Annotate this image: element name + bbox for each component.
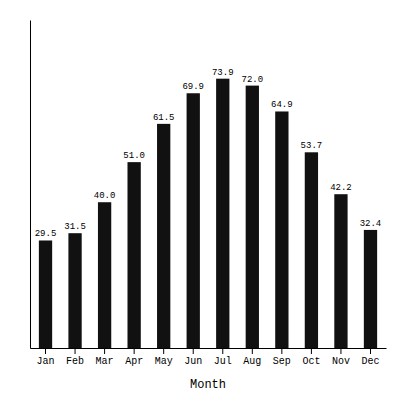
- x-tick: Jun: [184, 348, 202, 367]
- data-label: 64.9: [271, 100, 293, 110]
- bar: [127, 162, 140, 348]
- bars: [39, 79, 377, 348]
- data-label: 31.5: [64, 222, 86, 232]
- x-tick: Jan: [37, 348, 55, 367]
- x-tick-label: Nov: [332, 356, 350, 367]
- data-label: 51.0: [123, 151, 145, 161]
- x-tick-label: Feb: [66, 356, 84, 367]
- x-tick-label: Sep: [273, 356, 291, 367]
- y-axis-line: [30, 21, 31, 349]
- x-tick-label: Mar: [96, 356, 114, 367]
- x-tick: Jul: [214, 348, 232, 367]
- x-tick: Apr: [125, 348, 143, 367]
- x-tick-mark: [281, 348, 282, 354]
- x-axis: Jan Feb Mar Apr May Jun Jul Aug Sep Oct Nov Dec: [31, 348, 387, 367]
- x-tick-mark: [193, 348, 194, 354]
- x-axis-line: [31, 348, 387, 349]
- x-tick-mark: [134, 348, 135, 354]
- data-label: 73.9: [212, 68, 234, 78]
- bar: [187, 93, 200, 348]
- x-tick: Mar: [96, 348, 114, 367]
- bar: [334, 194, 347, 348]
- bar: [98, 202, 111, 348]
- x-tick-mark: [75, 348, 76, 354]
- x-tick: Dec: [361, 348, 379, 367]
- x-tick-label: Apr: [125, 356, 143, 367]
- x-tick-mark: [163, 348, 164, 354]
- x-tick-label: Jan: [37, 356, 55, 367]
- x-axis-title: Month: [190, 378, 226, 392]
- chart: Jan Feb Mar Apr May Jun Jul Aug Sep Oct Nov Dec 29.5…: [0, 0, 400, 400]
- x-tick-label: Jul: [214, 356, 232, 367]
- data-labels: 29.5 31.5 40.0 51.0 61.5 69.9 73.9 72.0 64.9 53.7…: [35, 68, 382, 240]
- x-tick: Feb: [66, 348, 84, 367]
- bar: [68, 233, 81, 348]
- x-tick: May: [155, 348, 173, 367]
- data-label: 42.2: [330, 183, 352, 193]
- x-tick: Sep: [273, 348, 291, 367]
- x-tick-mark: [311, 348, 312, 354]
- bar: [216, 79, 229, 348]
- x-tick: Nov: [332, 348, 350, 367]
- bar: [39, 240, 52, 348]
- data-label: 61.5: [153, 113, 175, 123]
- data-label: 72.0: [242, 75, 264, 85]
- x-tick-label: Dec: [361, 356, 379, 367]
- plot: Jan Feb Mar Apr May Jun Jul Aug Sep Oct Nov Dec 29.5…: [31, 21, 387, 368]
- bar: [364, 230, 377, 348]
- data-label: 40.0: [94, 191, 116, 201]
- x-tick-label: May: [155, 356, 173, 367]
- x-tick: Aug: [243, 348, 261, 367]
- bar: [305, 152, 318, 348]
- bar: [275, 111, 288, 348]
- data-label: 32.4: [360, 219, 382, 229]
- x-tick-label: Jun: [184, 356, 202, 367]
- data-label: 69.9: [182, 82, 204, 92]
- data-label: 29.5: [35, 229, 57, 239]
- x-tick: Oct: [302, 348, 320, 367]
- x-tick-mark: [222, 348, 223, 354]
- y-axis: [30, 21, 31, 349]
- x-tick-label: Aug: [243, 356, 261, 367]
- x-tick-mark: [104, 348, 105, 354]
- data-label: 53.7: [301, 141, 323, 151]
- x-tick-mark: [340, 348, 341, 354]
- bar: [157, 124, 170, 348]
- bar: [246, 86, 259, 348]
- x-tick-label: Oct: [302, 356, 320, 367]
- x-tick-mark: [45, 348, 46, 354]
- x-tick-mark: [370, 348, 371, 354]
- x-tick-mark: [252, 348, 253, 354]
